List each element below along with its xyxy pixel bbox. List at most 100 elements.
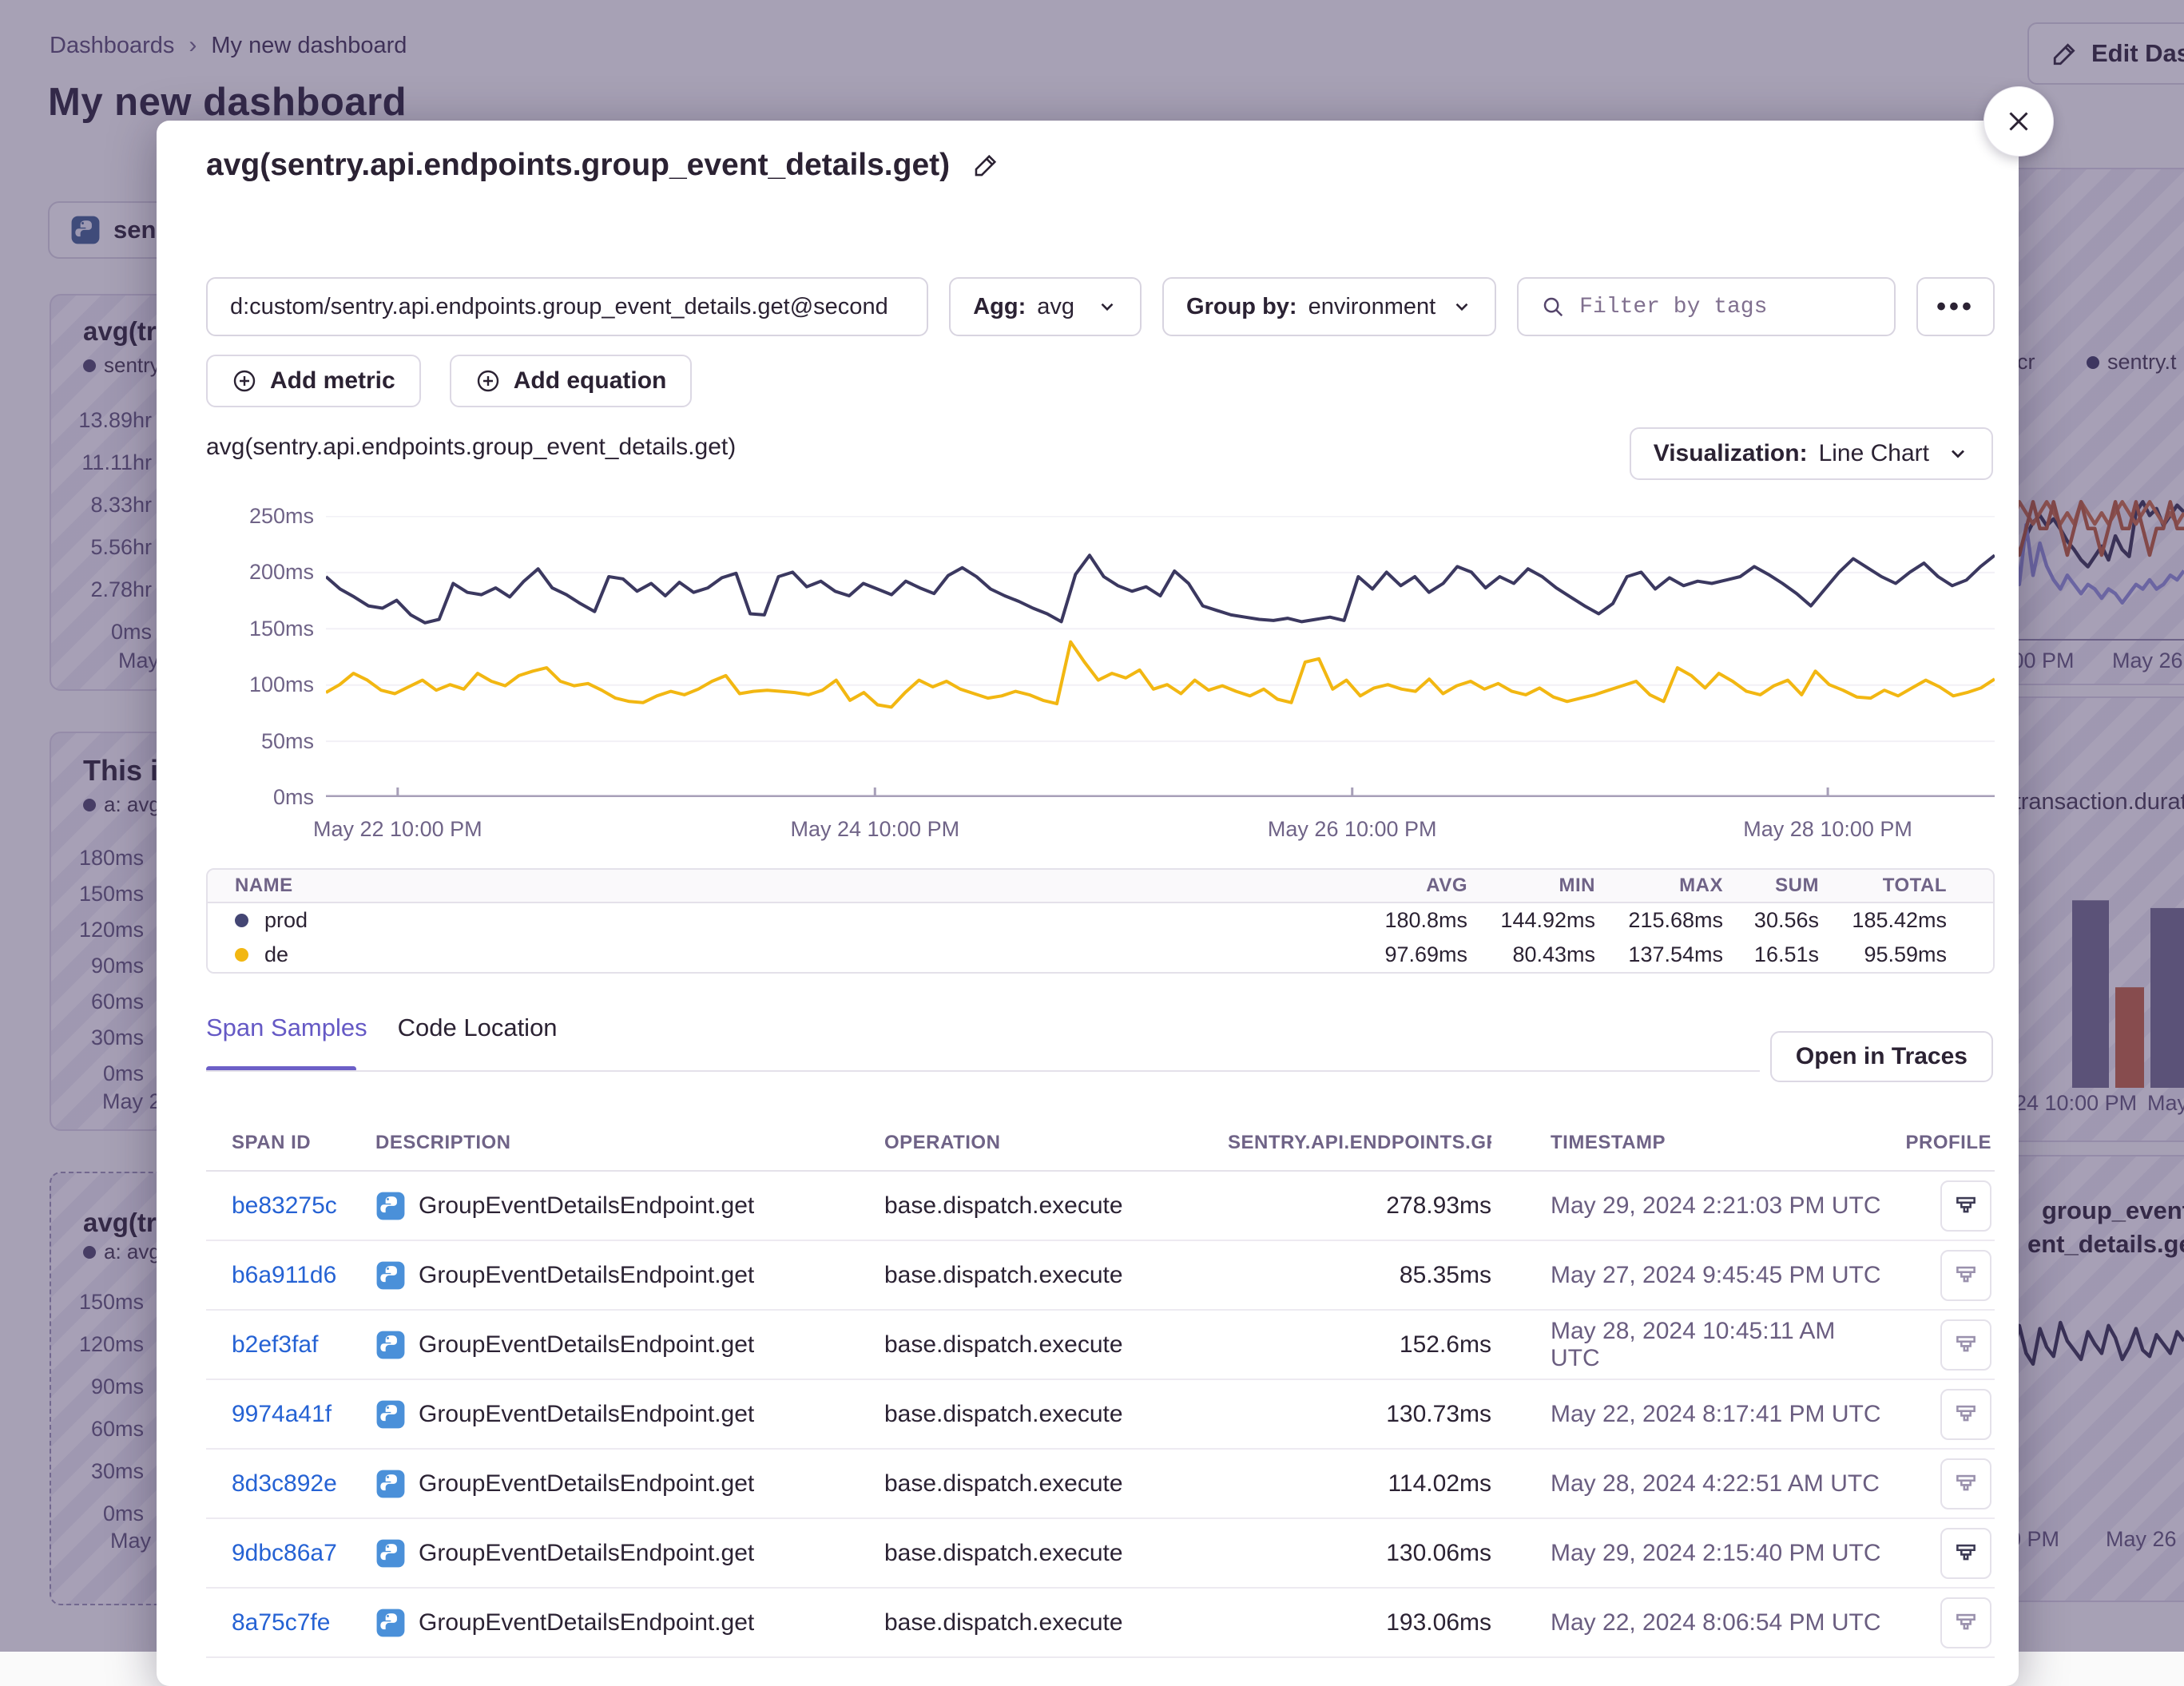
filter-by-tags-input[interactable]: Filter by tags xyxy=(1517,277,1896,336)
span-duration: 130.73ms xyxy=(1228,1401,1491,1428)
span-id-link[interactable]: b6a911d6 xyxy=(232,1262,336,1288)
profile-button[interactable] xyxy=(1940,1389,1991,1440)
flame-chart-icon xyxy=(1952,1470,1979,1498)
modal-title: avg(sentry.api.endpoints.group_event_det… xyxy=(206,148,950,183)
python-icon xyxy=(375,1260,406,1291)
samples-header-row: SPAN ID DESCRIPTION OPERATION SENTRY.API… xyxy=(206,1116,1995,1172)
span-operation: base.dispatch.execute xyxy=(884,1470,1228,1498)
span-duration: 85.35ms xyxy=(1228,1262,1491,1289)
span-id-link[interactable]: 9974a41f xyxy=(232,1401,332,1427)
profile-button[interactable] xyxy=(1940,1458,1991,1509)
span-id-link[interactable]: 9dbc86a7 xyxy=(232,1540,337,1566)
span-description: GroupEventDetailsEndpoint.get xyxy=(419,1192,754,1220)
add-metric-button[interactable]: Add metric xyxy=(206,355,421,407)
span-sample-row: 9dbc86a7 GroupEventDetailsEndpoint.get b… xyxy=(206,1519,1995,1589)
span-duration: 193.06ms xyxy=(1228,1609,1491,1636)
flame-chart-icon xyxy=(1952,1540,1979,1567)
profile-button[interactable] xyxy=(1940,1597,1991,1648)
series-color-dot xyxy=(235,948,248,962)
python-icon xyxy=(375,1469,406,1499)
chevron-down-icon xyxy=(1097,296,1118,317)
span-timestamp: May 22, 2024 8:17:41 PM UTC xyxy=(1491,1401,1891,1428)
python-icon xyxy=(375,1399,406,1430)
span-sample-row: 8a75c7fe GroupEventDetailsEndpoint.get b… xyxy=(206,1589,1995,1658)
span-id-link[interactable]: b2ef3faf xyxy=(232,1331,318,1358)
profile-button[interactable] xyxy=(1940,1250,1991,1301)
y-axis-tick: 250ms xyxy=(210,504,314,529)
span-operation: base.dispatch.execute xyxy=(884,1609,1228,1636)
flame-chart-icon xyxy=(1952,1262,1979,1289)
metric-details-modal: avg(sentry.api.endpoints.group_event_det… xyxy=(157,121,2019,1686)
span-duration: 114.02ms xyxy=(1228,1470,1491,1498)
span-timestamp: May 22, 2024 8:06:54 PM UTC xyxy=(1491,1609,1891,1636)
search-icon xyxy=(1541,295,1565,319)
span-description: GroupEventDetailsEndpoint.get xyxy=(419,1609,754,1636)
chevron-down-icon xyxy=(1947,442,1969,465)
span-id-link[interactable]: be83275c xyxy=(232,1192,337,1219)
profile-button[interactable] xyxy=(1940,1180,1991,1232)
ellipsis-icon: ••• xyxy=(1936,303,1975,311)
chevron-down-icon xyxy=(1451,296,1472,317)
span-sample-row: b6a911d6 GroupEventDetailsEndpoint.get b… xyxy=(206,1241,1995,1311)
span-sample-row: b2ef3faf GroupEventDetailsEndpoint.get b… xyxy=(206,1311,1995,1380)
tab-span-samples[interactable]: Span Samples xyxy=(206,1014,367,1060)
chart-query-label: avg(sentry.api.endpoints.group_event_det… xyxy=(206,434,736,461)
span-timestamp: May 27, 2024 9:45:45 PM UTC xyxy=(1491,1262,1891,1289)
span-samples-table: SPAN ID DESCRIPTION OPERATION SENTRY.API… xyxy=(206,1116,1995,1658)
span-duration: 152.6ms xyxy=(1228,1331,1491,1359)
flame-chart-icon xyxy=(1952,1192,1979,1220)
span-operation: base.dispatch.execute xyxy=(884,1401,1228,1428)
span-duration: 278.93ms xyxy=(1228,1192,1491,1220)
python-icon xyxy=(375,1330,406,1360)
y-axis-tick: 200ms xyxy=(210,560,314,585)
span-timestamp: May 28, 2024 4:22:51 AM UTC xyxy=(1491,1470,1891,1498)
tab-code-location[interactable]: Code Location xyxy=(398,1014,558,1060)
span-operation: base.dispatch.execute xyxy=(884,1192,1228,1220)
close-icon xyxy=(2004,107,2033,136)
y-axis-tick: 0ms xyxy=(210,785,314,810)
span-operation: base.dispatch.execute xyxy=(884,1331,1228,1359)
x-axis-tick: May 26 10:00 PM xyxy=(1268,817,1437,842)
profile-button[interactable] xyxy=(1940,1528,1991,1579)
python-icon xyxy=(375,1191,406,1221)
edit-title-pencil-icon[interactable] xyxy=(972,152,999,179)
span-sample-row: 9974a41f GroupEventDetailsEndpoint.get b… xyxy=(206,1380,1995,1450)
span-operation: base.dispatch.execute xyxy=(884,1262,1228,1289)
tabs-divider xyxy=(206,1070,1760,1072)
plus-circle-icon xyxy=(232,368,257,394)
y-axis-tick: 50ms xyxy=(210,729,314,754)
close-modal-button[interactable] xyxy=(1983,86,2054,157)
span-sample-row: be83275c GroupEventDetailsEndpoint.get b… xyxy=(206,1172,1995,1241)
span-timestamp: May 28, 2024 10:45:11 AM UTC xyxy=(1491,1318,1891,1372)
metric-line-chart: 0ms50ms100ms150ms200ms250ms May 22 10:00… xyxy=(206,496,1995,831)
add-equation-button[interactable]: Add equation xyxy=(450,355,693,407)
flame-chart-icon xyxy=(1952,1609,1979,1636)
span-id-link[interactable]: 8d3c892e xyxy=(232,1470,337,1497)
span-sample-row: 8d3c892e GroupEventDetailsEndpoint.get b… xyxy=(206,1450,1995,1519)
x-axis-tick: May 24 10:00 PM xyxy=(790,817,959,842)
x-axis-tick: May 22 10:00 PM xyxy=(313,817,482,842)
span-operation: base.dispatch.execute xyxy=(884,1540,1228,1567)
aggregation-select[interactable]: Agg: avg xyxy=(949,277,1142,336)
span-description: GroupEventDetailsEndpoint.get xyxy=(419,1401,754,1428)
span-description: GroupEventDetailsEndpoint.get xyxy=(419,1470,754,1498)
summary-row[interactable]: prod 180.8ms 144.92ms 215.68ms 30.56s 18… xyxy=(208,903,1993,938)
span-description: GroupEventDetailsEndpoint.get xyxy=(419,1540,754,1567)
profile-button[interactable] xyxy=(1940,1319,1991,1371)
span-description: GroupEventDetailsEndpoint.get xyxy=(419,1262,754,1289)
metric-query-input[interactable]: d:custom/sentry.api.endpoints.group_even… xyxy=(206,277,928,336)
group-by-select[interactable]: Group by: environment xyxy=(1162,277,1496,336)
span-description: GroupEventDetailsEndpoint.get xyxy=(419,1331,754,1359)
summary-header-row: NAME AVG MIN MAX SUM TOTAL xyxy=(208,870,1993,903)
summary-row[interactable]: de 97.69ms 80.43ms 137.54ms 16.51s 95.59… xyxy=(208,938,1993,972)
detail-tabs: Span Samples Code Location xyxy=(206,1014,558,1060)
flame-chart-icon xyxy=(1952,1401,1979,1428)
query-overflow-button[interactable]: ••• xyxy=(1916,277,1995,336)
python-icon xyxy=(375,1608,406,1638)
span-duration: 130.06ms xyxy=(1228,1540,1491,1567)
series-color-dot xyxy=(235,914,248,927)
open-in-traces-button[interactable]: Open in Traces xyxy=(1770,1031,1993,1082)
span-id-link[interactable]: 8a75c7fe xyxy=(232,1609,330,1636)
visualization-select[interactable]: Visualization: Line Chart xyxy=(1630,427,1993,480)
python-icon xyxy=(375,1538,406,1569)
